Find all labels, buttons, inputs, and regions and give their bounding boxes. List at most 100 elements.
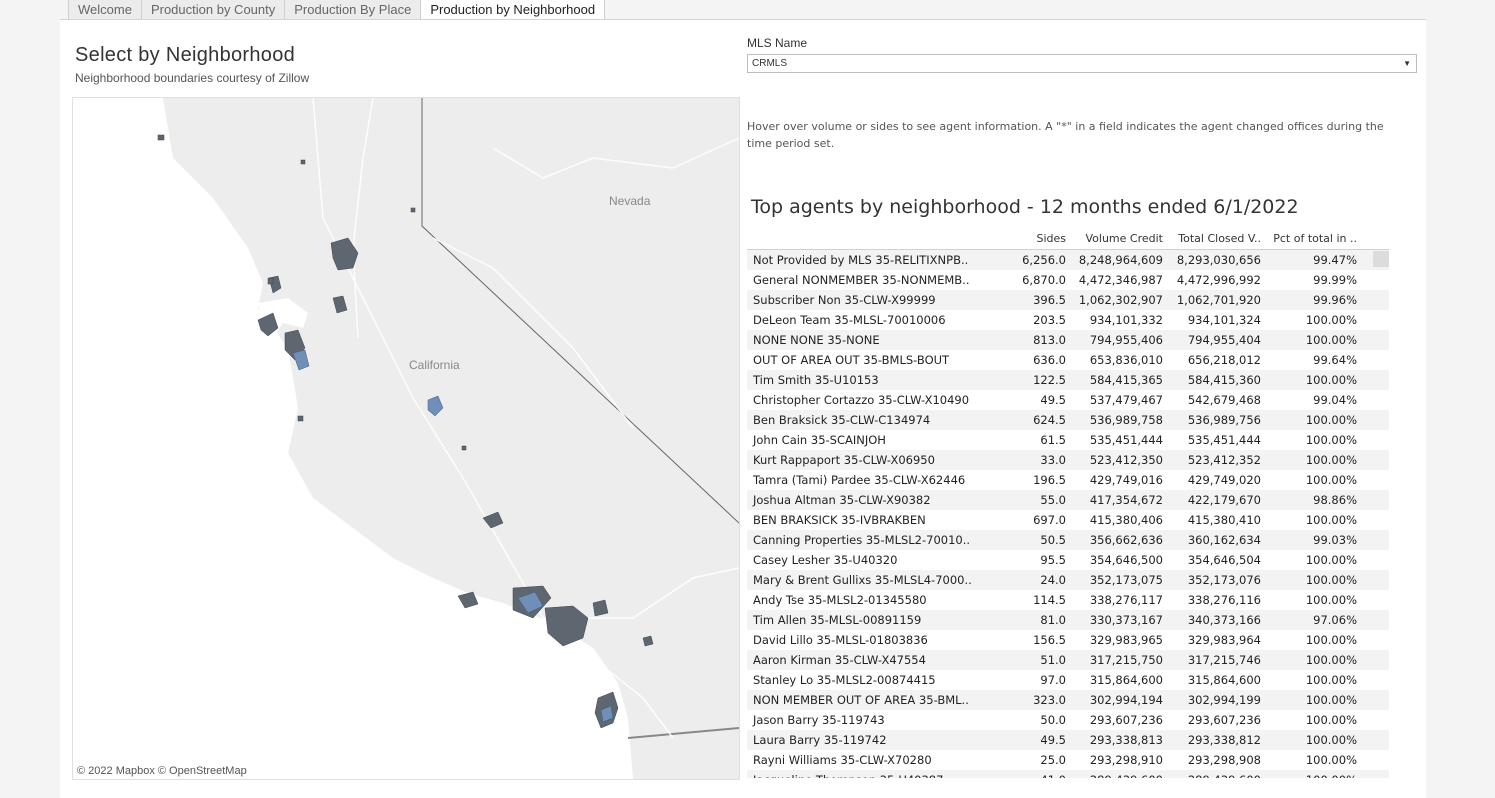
cell-total-closed-volume[interactable]: 934,101,324: [1187, 313, 1261, 327]
cell-volume-credit[interactable]: 536,989,758: [1089, 413, 1163, 427]
cell-sides[interactable]: 24.0: [1040, 573, 1066, 587]
cell-total-closed-volume[interactable]: 293,607,236: [1187, 713, 1261, 727]
cell-total-closed-volume[interactable]: 4,472,996,992: [1176, 273, 1261, 287]
cell-pct-of-total[interactable]: 100.00%: [1305, 633, 1357, 647]
cell-total-closed-volume[interactable]: 8,293,030,656: [1176, 253, 1261, 267]
header-total-closed-volume[interactable]: Total Closed V..: [1178, 232, 1261, 245]
cell-pct-of-total[interactable]: 99.47%: [1313, 253, 1357, 267]
cell-volume-credit[interactable]: 535,451,444: [1089, 433, 1163, 447]
cell-pct-of-total[interactable]: 100.00%: [1305, 693, 1357, 707]
chevron-down-icon[interactable]: ▼: [1403, 59, 1411, 68]
table-row[interactable]: Tim Allen 35-MLSL-00891159 81.0 330,373,16…: [747, 610, 1389, 630]
cell-volume-credit[interactable]: 523,412,350: [1089, 453, 1163, 467]
cell-pct-of-total[interactable]: 98.86%: [1313, 493, 1357, 507]
cell-pct-of-total[interactable]: 100.00%: [1305, 513, 1357, 527]
cell-pct-of-total[interactable]: 100.00%: [1263, 770, 1363, 778]
agents-table[interactable]: Sides Volume Credit Total Closed V.. Pct…: [747, 232, 1389, 778]
cell-volume-credit[interactable]: 4,472,346,987: [1078, 273, 1163, 287]
cell-volume-credit[interactable]: 653,836,010: [1089, 353, 1163, 367]
cell-pct-of-total[interactable]: 99.64%: [1313, 353, 1357, 367]
cell-pct-of-total[interactable]: 100.00%: [1305, 453, 1357, 467]
cell-volume-credit[interactable]: 417,354,672: [1089, 493, 1163, 507]
cell-volume-credit[interactable]: 293,338,813: [1089, 733, 1163, 747]
cell-volume-credit[interactable]: 293,298,910: [1089, 753, 1163, 767]
cell-total-closed-volume[interactable]: 429,749,020: [1187, 473, 1261, 487]
cell-sides[interactable]: 49.5: [1040, 393, 1066, 407]
cell-volume-credit[interactable]: 317,215,750: [1089, 653, 1163, 667]
map-canvas[interactable]: Nevada California: [73, 98, 739, 779]
cell-sides[interactable]: 55.0: [1040, 493, 1066, 507]
neighborhood-regions[interactable]: [157, 134, 654, 729]
cell-volume-credit[interactable]: 302,994,194: [1089, 693, 1163, 707]
cell-sides[interactable]: 6,870.0: [1022, 273, 1066, 287]
table-row[interactable]: NON MEMBER OUT OF AREA 35-BML.. 323.0 302,…: [747, 690, 1389, 710]
cell-sides[interactable]: 50.5: [1040, 533, 1066, 547]
cell-total-closed-volume[interactable]: 360,162,634: [1187, 533, 1261, 547]
table-row[interactable]: NONE NONE 35-NONE 813.0 794,955,406 794,955…: [747, 330, 1389, 350]
table-row[interactable]: OUT OF AREA OUT 35-BMLS-BOUT 636.0 653,836…: [747, 350, 1389, 370]
header-pct-of-total[interactable]: Pct of total in ..: [1273, 232, 1357, 245]
cell-volume-credit[interactable]: 584,415,365: [1089, 373, 1163, 387]
cell-sides[interactable]: 636.0: [1033, 353, 1066, 367]
cell-total-closed-volume[interactable]: 536,989,756: [1187, 413, 1261, 427]
cell-pct-of-total[interactable]: 100.00%: [1305, 713, 1357, 727]
tab-production-by-neighborhood[interactable]: Production by Neighborhood: [420, 0, 606, 20]
cell-sides[interactable]: 49.5: [1040, 733, 1066, 747]
cell-total-closed-volume[interactable]: 293,338,812: [1187, 733, 1261, 747]
table-row[interactable]: Tim Smith 35-U10153 122.5 584,415,365 584,4…: [747, 370, 1389, 390]
cell-total-closed-volume[interactable]: 354,646,504: [1187, 553, 1261, 567]
cell-sides[interactable]: 122.5: [1033, 373, 1066, 387]
cell-sides[interactable]: 114.5: [1033, 593, 1066, 607]
cell-sides[interactable]: 6,256.0: [1022, 253, 1066, 267]
cell-total-closed-volume[interactable]: 415,380,410: [1187, 513, 1261, 527]
cell-sides[interactable]: 697.0: [1033, 513, 1066, 527]
tab-production-by-place[interactable]: Production By Place: [284, 0, 421, 20]
cell-sides[interactable]: 41.0: [973, 770, 1068, 778]
cell-total-closed-volume[interactable]: 584,415,360: [1187, 373, 1261, 387]
cell-total-closed-volume[interactable]: 340,373,166: [1187, 613, 1261, 627]
cell-sides[interactable]: 81.0: [1040, 613, 1066, 627]
table-row[interactable]: Casey Lesher 35-U40320 95.5 354,646,500 354…: [747, 550, 1389, 570]
cell-pct-of-total[interactable]: 99.99%: [1313, 273, 1357, 287]
table-row[interactable]: Tamra (Tami) Pardee 35-CLW-X62446 196.5 42…: [747, 470, 1389, 490]
cell-volume-credit[interactable]: 354,646,500: [1089, 553, 1163, 567]
table-row[interactable]: Not Provided by MLS 35-RELITIXNPB.. 6,256…: [747, 250, 1389, 270]
cell-pct-of-total[interactable]: 100.00%: [1305, 313, 1357, 327]
cell-total-closed-volume[interactable]: 523,412,352: [1187, 453, 1261, 467]
table-row[interactable]: Laura Barry 35-119742 49.5 293,338,813 293,…: [747, 730, 1389, 750]
cell-total-closed-volume[interactable]: 1,062,701,920: [1176, 293, 1261, 307]
cell-pct-of-total[interactable]: 100.00%: [1305, 593, 1357, 607]
cell-pct-of-total[interactable]: 100.00%: [1305, 653, 1357, 667]
cell-total-closed-volume[interactable]: 302,994,199: [1187, 693, 1261, 707]
cell-volume-credit[interactable]: 415,380,406: [1089, 513, 1163, 527]
highlighted-neighborhoods[interactable]: [292, 349, 614, 723]
cell-total-closed-volume[interactable]: 317,215,746: [1187, 653, 1261, 667]
table-row[interactable]: Subscriber Non 35-CLW-X99999 396.5 1,062,3…: [747, 290, 1389, 310]
table-row[interactable]: BEN BRAKSICK 35-IVBRAKBEN 697.0 415,380,40…: [747, 510, 1389, 530]
cell-volume-credit[interactable]: 356,662,636: [1089, 533, 1163, 547]
table-scrollbar[interactable]: [1373, 251, 1389, 267]
cell-volume-credit[interactable]: 315,864,600: [1089, 673, 1163, 687]
cell-volume-credit[interactable]: 329,983,965: [1089, 633, 1163, 647]
cell-sides[interactable]: 624.5: [1033, 413, 1066, 427]
table-row[interactable]: Aaron Kirman 35-CLW-X47554 51.0 317,215,75…: [747, 650, 1389, 670]
table-row[interactable]: Canning Properties 35-MLSL2-70010.. 50.5 3…: [747, 530, 1389, 550]
cell-volume-credit[interactable]: 1,062,302,907: [1078, 293, 1163, 307]
cell-total-closed-volume[interactable]: 352,173,076: [1187, 573, 1261, 587]
tab-welcome[interactable]: Welcome: [68, 0, 141, 20]
cell-pct-of-total[interactable]: 100.00%: [1305, 753, 1357, 767]
header-sides[interactable]: Sides: [1036, 232, 1066, 245]
table-row[interactable]: DeLeon Team 35-MLSL-70010006 203.5 934,101…: [747, 310, 1389, 330]
cell-total-closed-volume[interactable]: 422,179,670: [1187, 493, 1261, 507]
cell-sides[interactable]: 396.5: [1033, 293, 1066, 307]
cell-pct-of-total[interactable]: 100.00%: [1305, 373, 1357, 387]
table-row[interactable]: Mary & Brent Gullixs 35-MLSL4-7000.. 24.0…: [747, 570, 1389, 590]
cell-total-closed-volume[interactable]: 329,983,964: [1187, 633, 1261, 647]
tab-production-by-county[interactable]: Production by County: [140, 0, 285, 20]
cell-pct-of-total[interactable]: 100.00%: [1305, 433, 1357, 447]
cell-pct-of-total[interactable]: 99.03%: [1313, 533, 1357, 547]
cell-sides[interactable]: 95.5: [1040, 553, 1066, 567]
cell-volume-credit[interactable]: 352,173,075: [1089, 573, 1163, 587]
table-row[interactable]: Jason Barry 35-119743 50.0 293,607,236 293,…: [747, 710, 1389, 730]
cell-total-closed-volume[interactable]: 794,955,404: [1187, 333, 1261, 347]
